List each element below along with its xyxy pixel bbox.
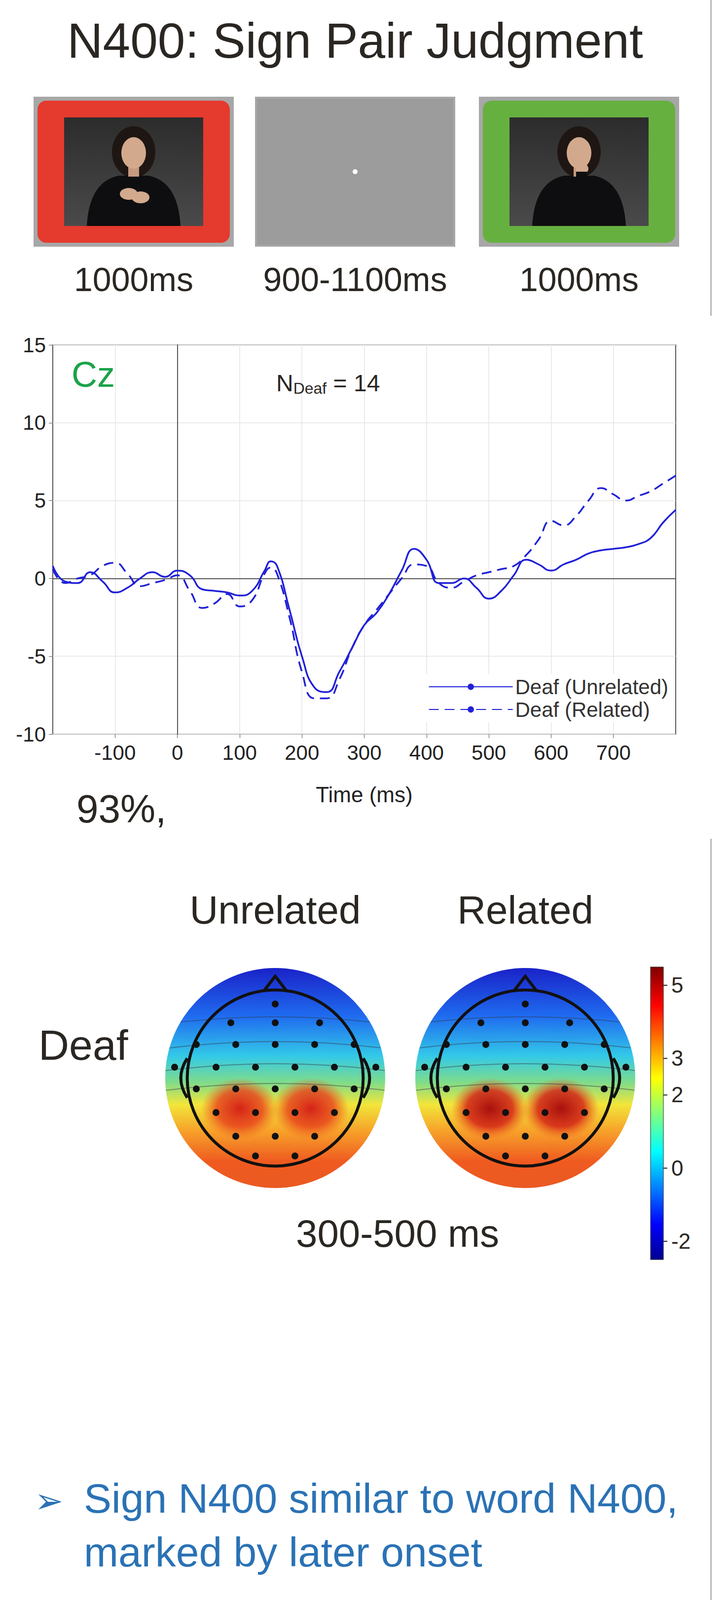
svg-text:700: 700 — [596, 740, 631, 764]
svg-text:-10: -10 — [15, 722, 46, 746]
svg-text:-100: -100 — [94, 740, 136, 764]
svg-text:Deaf (Related): Deaf (Related) — [515, 697, 651, 722]
svg-text:-2: -2 — [671, 1228, 691, 1253]
svg-text:10: 10 — [22, 410, 46, 435]
svg-text:N: N — [276, 369, 294, 397]
svg-text:0: 0 — [671, 1155, 684, 1180]
svg-text:600: 600 — [533, 740, 569, 764]
svg-text:Deaf: Deaf — [293, 379, 328, 398]
svg-text:0: 0 — [34, 566, 46, 590]
svg-text:Time (ms): Time (ms) — [315, 782, 413, 807]
svg-text:15: 15 — [22, 333, 46, 357]
svg-text:Deaf (Unrelated): Deaf (Unrelated) — [515, 675, 669, 699]
svg-text:300-500 ms: 300-500 ms — [295, 1211, 500, 1255]
svg-text:3: 3 — [671, 1045, 684, 1070]
svg-text:-5: -5 — [27, 644, 46, 668]
svg-text:900-1100ms: 900-1100ms — [263, 260, 448, 298]
svg-text:Unrelated: Unrelated — [189, 887, 362, 932]
svg-text:5: 5 — [34, 488, 46, 512]
svg-text:200: 200 — [284, 740, 320, 764]
html-text:93%,: 93%, — [76, 786, 167, 831]
svg-text:500: 500 — [471, 740, 507, 764]
html-text:N400: Sign Pair Judgment: N400: Sign Pair Judgment — [67, 12, 644, 69]
svg-text:100: 100 — [222, 740, 257, 764]
html-text:Sign N400 similar to word N400: Sign N400 similar to word N400, marked b… — [83, 1474, 678, 1575]
svg-text:0: 0 — [171, 740, 183, 764]
svg-text:Deaf: Deaf — [38, 1020, 129, 1069]
svg-text:400: 400 — [409, 740, 444, 764]
svg-text:1000ms: 1000ms — [519, 260, 639, 298]
svg-text:Related: Related — [457, 887, 594, 932]
svg-text:2: 2 — [671, 1082, 684, 1107]
svg-text:Cz: Cz — [71, 354, 115, 395]
svg-text:= 14: = 14 — [326, 369, 380, 397]
svg-text:5: 5 — [671, 972, 684, 997]
svg-text:300: 300 — [346, 740, 382, 764]
svg-text:1000ms: 1000ms — [73, 260, 194, 298]
